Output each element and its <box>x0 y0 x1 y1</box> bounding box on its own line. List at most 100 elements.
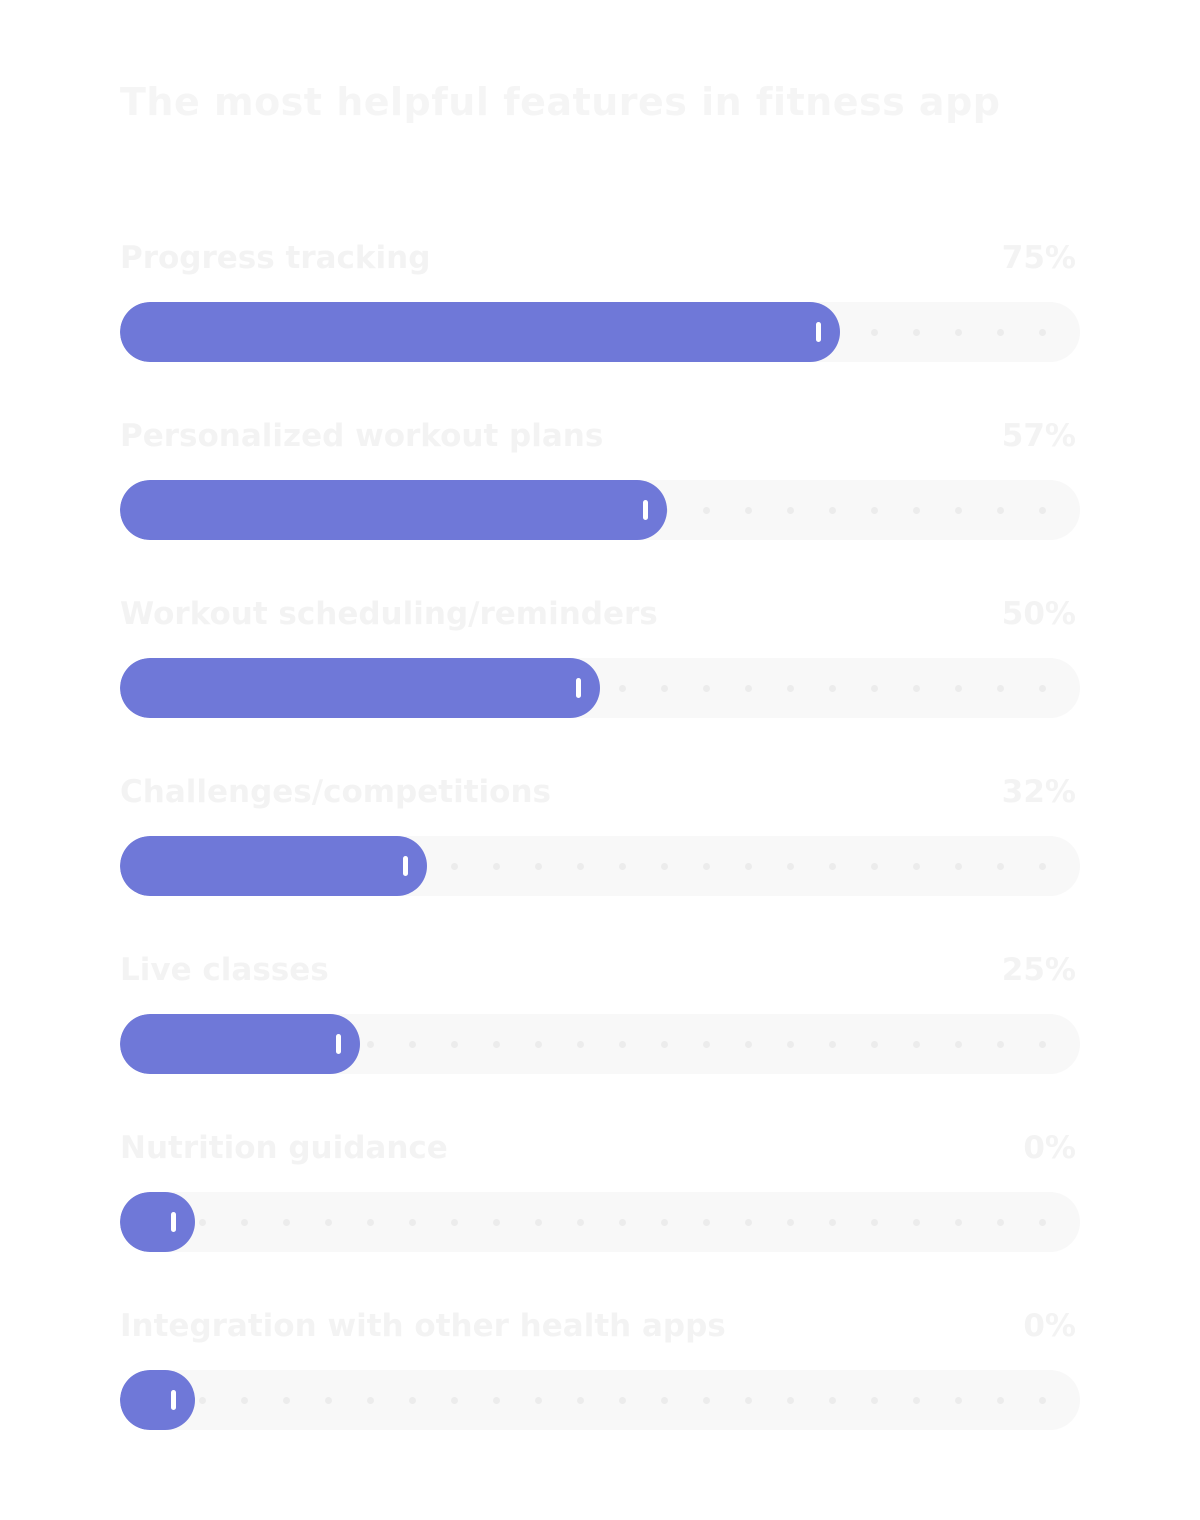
track-dot <box>744 1219 752 1226</box>
track-dot <box>996 863 1004 870</box>
track-dot <box>576 1397 584 1404</box>
track-dot <box>1038 685 1046 692</box>
track-dot <box>744 1397 752 1404</box>
bar <box>120 836 428 896</box>
bar-value-label: 25% <box>1001 952 1076 988</box>
track-dot <box>786 1041 794 1048</box>
track-dot <box>744 1041 752 1048</box>
bar-handle <box>171 1212 176 1232</box>
bar-value-label: 0% <box>1023 1130 1076 1166</box>
track-dot <box>996 329 1004 336</box>
track-dot <box>534 863 542 870</box>
bar-value-label: 32% <box>1001 774 1076 810</box>
bar-row: Workout scheduling/reminders 50% <box>120 596 1080 786</box>
bar-label: Progress tracking <box>120 240 431 276</box>
track-dot <box>198 1397 206 1404</box>
track-dot <box>870 1041 878 1048</box>
track-dot <box>702 1219 710 1226</box>
track-dot <box>954 685 962 692</box>
track-dot <box>912 329 920 336</box>
track-dot <box>954 329 962 336</box>
bar-row: Nutrition guidance 0% <box>120 1130 1080 1320</box>
track-dot <box>786 1397 794 1404</box>
bar-handle <box>576 678 581 698</box>
track-dot <box>1038 1219 1046 1226</box>
track-dot <box>954 863 962 870</box>
track-dot <box>702 507 710 514</box>
bar-value-label: 57% <box>1001 418 1076 454</box>
track-dot <box>618 863 626 870</box>
track-dot <box>744 507 752 514</box>
track-dot <box>828 863 836 870</box>
track-dot <box>996 1397 1004 1404</box>
chart-title: The most helpful features in fitness app <box>120 80 1001 124</box>
track-dot <box>1038 863 1046 870</box>
bar-label: Integration with other health apps <box>120 1308 726 1344</box>
bar <box>120 302 840 362</box>
track-dot <box>870 1219 878 1226</box>
track-dot <box>576 863 584 870</box>
track-dot <box>912 1397 920 1404</box>
track-dot <box>1038 329 1046 336</box>
track-dot <box>366 1041 374 1048</box>
track-dot <box>786 507 794 514</box>
track-dot <box>282 1397 290 1404</box>
bar-handle <box>336 1034 341 1054</box>
track-dot <box>828 685 836 692</box>
track-dot <box>954 1041 962 1048</box>
bar-track <box>120 658 1080 718</box>
track-dot <box>534 1219 542 1226</box>
bar-label: Workout scheduling/reminders <box>120 596 658 632</box>
track-dot <box>996 1219 1004 1226</box>
bar-value-label: 50% <box>1001 596 1076 632</box>
bar <box>120 480 668 540</box>
bar <box>120 1192 195 1252</box>
track-dot <box>450 1219 458 1226</box>
track-dot <box>996 507 1004 514</box>
track-dot <box>1038 1041 1046 1048</box>
track-dot <box>366 1219 374 1226</box>
track-dot <box>786 1219 794 1226</box>
bar-label: Live classes <box>120 952 329 988</box>
track-dot <box>492 1219 500 1226</box>
track-dot <box>660 1041 668 1048</box>
track-dot <box>996 685 1004 692</box>
bar-track <box>120 1014 1080 1074</box>
track-dot <box>576 1041 584 1048</box>
track-dot <box>744 685 752 692</box>
bar-handle <box>403 856 409 876</box>
track-dot <box>744 863 752 870</box>
bar <box>120 1014 360 1074</box>
track-dot <box>870 1397 878 1404</box>
track-dot <box>492 863 500 870</box>
track-dot <box>450 1041 458 1048</box>
bar-handle <box>816 322 821 342</box>
track-dot <box>828 1397 836 1404</box>
track-dot <box>702 685 710 692</box>
track-dot <box>912 1219 920 1226</box>
track-dot <box>702 863 710 870</box>
track-dot <box>534 1397 542 1404</box>
bar-handle <box>171 1390 176 1410</box>
track-dot <box>282 1219 290 1226</box>
track-dot <box>702 1041 710 1048</box>
bar-value-label: 75% <box>1001 240 1076 276</box>
track-dot <box>912 685 920 692</box>
track-dot <box>450 1397 458 1404</box>
track-dot <box>786 863 794 870</box>
track-dot <box>828 1219 836 1226</box>
track-dot <box>450 863 458 870</box>
track-dot <box>870 685 878 692</box>
track-dot <box>618 1219 626 1226</box>
track-dot <box>1038 1397 1046 1404</box>
track-dot <box>240 1219 248 1226</box>
track-dot <box>954 1219 962 1226</box>
track-dot <box>576 1219 584 1226</box>
track-dot <box>828 1041 836 1048</box>
bar-handle <box>643 500 649 520</box>
track-dot <box>618 1041 626 1048</box>
bar-track <box>120 302 1080 362</box>
bar-row: Progress tracking 75% <box>120 240 1080 430</box>
track-dot <box>408 1041 416 1048</box>
